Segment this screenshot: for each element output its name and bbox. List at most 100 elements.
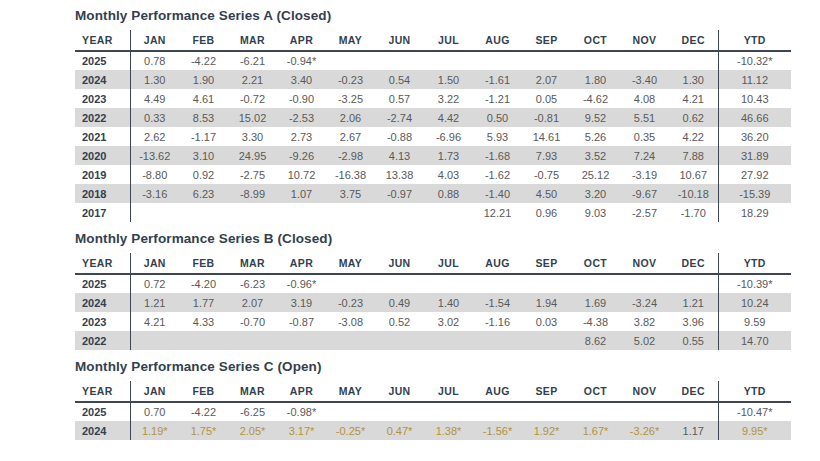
table-row-2018: 2018-3.166.23-8.991.073.75-0.970.88-1.40…	[75, 184, 791, 203]
month-value-cell: 7.24	[620, 146, 669, 165]
year-cell: 2018	[75, 184, 130, 203]
month-value-cell: 0.92	[179, 165, 228, 184]
column-header-may: MAY	[326, 253, 375, 274]
month-value-cell: 3.75	[326, 184, 375, 203]
series-b-table: YEARJANFEBMARAPRMAYJUNJULAUGSEPOCTNOVDEC…	[75, 253, 791, 350]
month-value-cell: 0.96	[522, 203, 571, 222]
month-value-cell: 1.21	[130, 293, 179, 312]
month-value-cell: 1.17	[669, 421, 718, 440]
ytd-value-cell: 9.59	[718, 312, 791, 331]
ytd-value-cell: 9.95*	[718, 421, 791, 440]
month-value-cell	[620, 51, 669, 70]
year-cell: 2019	[75, 165, 130, 184]
series-a-title: Monthly Performance Series A (Closed)	[75, 8, 792, 23]
month-value-cell: -3.25	[326, 89, 375, 108]
month-value-cell: -2.75	[228, 165, 277, 184]
year-cell: 2025	[75, 274, 130, 293]
month-value-cell: 3.82	[620, 312, 669, 331]
month-value-cell	[473, 402, 522, 421]
month-value-cell: -9.67	[620, 184, 669, 203]
month-value-cell: 1.30	[669, 70, 718, 89]
month-value-cell: -1.56*	[473, 421, 522, 440]
month-value-cell	[424, 331, 473, 350]
month-value-cell: -0.23	[326, 70, 375, 89]
column-header-apr: APR	[277, 381, 326, 402]
column-header-oct: OCT	[571, 30, 620, 51]
ytd-value-cell: 27.92	[718, 165, 791, 184]
month-value-cell	[424, 51, 473, 70]
series-b-section: Monthly Performance Series B (Closed) YE…	[75, 231, 792, 350]
month-value-cell: 0.88	[424, 184, 473, 203]
month-value-cell: 2.07	[522, 70, 571, 89]
column-header-jul: JUL	[424, 30, 473, 51]
column-header-apr: APR	[277, 30, 326, 51]
month-value-cell: 25.12	[571, 165, 620, 184]
year-cell: 2020	[75, 146, 130, 165]
month-value-cell: 0.47*	[375, 421, 424, 440]
ytd-value-cell: 36.20	[718, 127, 791, 146]
ytd-value-cell: -15.39	[718, 184, 791, 203]
ytd-value-cell: 10.24	[718, 293, 791, 312]
column-header-jun: JUN	[375, 253, 424, 274]
month-value-cell: 0.78	[130, 51, 179, 70]
month-value-cell: -3.24	[620, 293, 669, 312]
ytd-value-cell: -10.32*	[718, 51, 791, 70]
month-value-cell: 0.70	[130, 402, 179, 421]
column-header-year: YEAR	[75, 253, 130, 274]
month-value-cell: 1.90	[179, 70, 228, 89]
column-header-jul: JUL	[424, 381, 473, 402]
month-value-cell: 3.19	[277, 293, 326, 312]
month-value-cell: -0.98*	[277, 402, 326, 421]
month-value-cell	[179, 331, 228, 350]
month-value-cell	[571, 274, 620, 293]
column-header-jan: JAN	[130, 253, 179, 274]
series-c-title: Monthly Performance Series C (Open)	[75, 359, 792, 374]
column-header-feb: FEB	[179, 30, 228, 51]
column-header-ytd: YTD	[718, 253, 791, 274]
column-header-mar: MAR	[228, 253, 277, 274]
month-value-cell	[228, 203, 277, 222]
month-value-cell: -0.81	[522, 108, 571, 127]
month-value-cell: 4.22	[669, 127, 718, 146]
month-value-cell	[424, 203, 473, 222]
month-value-cell: -6.96	[424, 127, 473, 146]
month-value-cell: -0.70	[228, 312, 277, 331]
month-value-cell: 2.73	[277, 127, 326, 146]
month-value-cell	[375, 331, 424, 350]
month-value-cell: -4.22	[179, 51, 228, 70]
table-row-2024: 20241.301.902.213.40-0.230.541.50-1.612.…	[75, 70, 791, 89]
month-value-cell: 3.40	[277, 70, 326, 89]
month-value-cell: 0.35	[620, 127, 669, 146]
month-value-cell: 7.88	[669, 146, 718, 165]
month-value-cell: 0.62	[669, 108, 718, 127]
month-value-cell: 0.55	[669, 331, 718, 350]
month-value-cell	[620, 274, 669, 293]
month-value-cell: 5.51	[620, 108, 669, 127]
table-row-2022: 20220.338.5315.02-2.532.06-2.744.420.50-…	[75, 108, 791, 127]
month-value-cell: 0.57	[375, 89, 424, 108]
month-value-cell: 2.21	[228, 70, 277, 89]
table-row-2023: 20234.494.61-0.72-0.90-3.250.573.22-1.21…	[75, 89, 791, 108]
month-value-cell	[473, 331, 522, 350]
month-value-cell	[326, 331, 375, 350]
column-header-jun: JUN	[375, 381, 424, 402]
column-header-nov: NOV	[620, 30, 669, 51]
month-value-cell: -9.26	[277, 146, 326, 165]
month-value-cell: 8.62	[571, 331, 620, 350]
series-a-section: Monthly Performance Series A (Closed) YE…	[75, 8, 792, 222]
month-value-cell: 4.49	[130, 89, 179, 108]
table-row-2022: 20228.625.020.5514.70	[75, 331, 791, 350]
column-header-ytd: YTD	[718, 381, 791, 402]
month-value-cell: 24.95	[228, 146, 277, 165]
month-value-cell	[571, 402, 620, 421]
month-value-cell: -6.23	[228, 274, 277, 293]
table-row-2021: 20212.62-1.173.302.732.67-0.88-6.965.931…	[75, 127, 791, 146]
month-value-cell: 2.07	[228, 293, 277, 312]
month-value-cell	[522, 51, 571, 70]
month-value-cell: 0.72	[130, 274, 179, 293]
column-header-sep: SEP	[522, 253, 571, 274]
column-header-aug: AUG	[473, 30, 522, 51]
column-header-jan: JAN	[130, 30, 179, 51]
ytd-value-cell: 14.70	[718, 331, 791, 350]
column-header-dec: DEC	[669, 30, 718, 51]
